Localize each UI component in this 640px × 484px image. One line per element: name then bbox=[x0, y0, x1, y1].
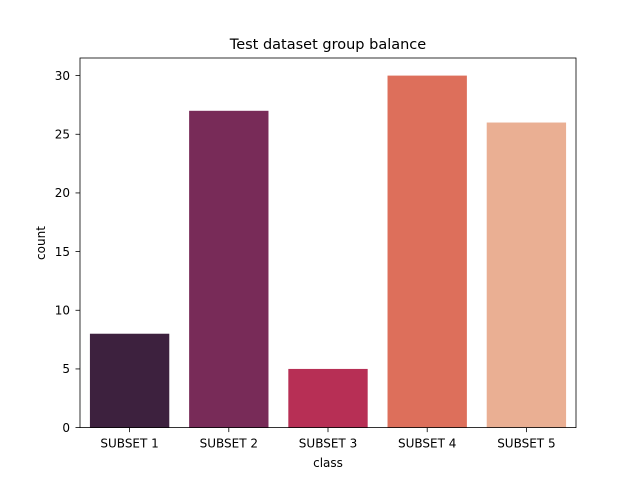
y-tick-label: 5 bbox=[62, 362, 70, 376]
bar-3 bbox=[288, 368, 368, 428]
x-tick-label: SUBSET 2 bbox=[200, 437, 258, 451]
y-tick-label: 10 bbox=[55, 304, 70, 318]
y-tick-label: 30 bbox=[55, 69, 70, 83]
y-axis-label: count bbox=[34, 226, 48, 260]
bar-1 bbox=[89, 333, 170, 428]
bars-layer bbox=[89, 75, 567, 428]
y-tick-label: 25 bbox=[55, 128, 70, 142]
x-axis: SUBSET 1 SUBSET 2 SUBSET 3 SUBSET 4 SUBSET 5 bbox=[100, 427, 556, 451]
y-tick-label: 20 bbox=[55, 186, 70, 200]
y-axis: 0 5 10 15 20 25 30 bbox=[55, 69, 80, 435]
x-axis-label: class bbox=[313, 456, 343, 470]
y-tick-label: 0 bbox=[62, 421, 70, 435]
plot-frame bbox=[79, 57, 577, 429]
bar-5 bbox=[486, 122, 567, 428]
x-tick-label: SUBSET 4 bbox=[398, 437, 456, 451]
x-tick-label: SUBSET 1 bbox=[100, 437, 158, 451]
x-tick-label: SUBSET 3 bbox=[299, 437, 357, 451]
chart-title: Test dataset group balance bbox=[229, 37, 426, 53]
bar-4 bbox=[387, 75, 467, 428]
x-tick-label: SUBSET 5 bbox=[497, 437, 555, 451]
bar-2 bbox=[189, 110, 269, 428]
y-tick-label: 15 bbox=[55, 245, 70, 259]
